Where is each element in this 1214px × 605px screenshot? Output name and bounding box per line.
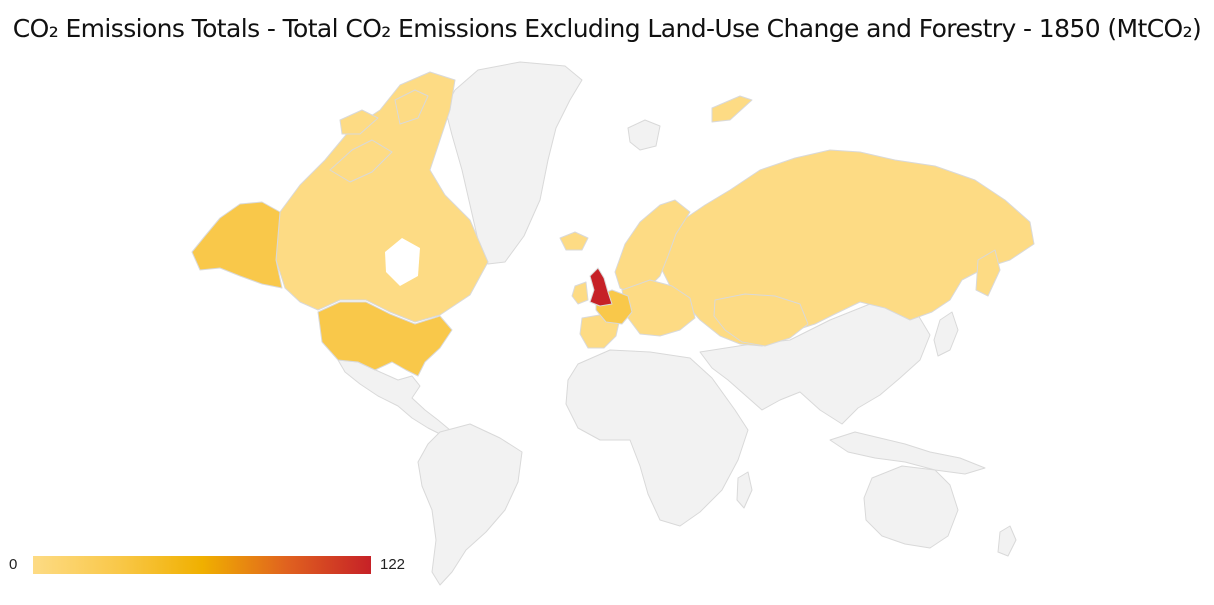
- region-united-kingdom[interactable]: [589, 267, 613, 307]
- legend-max-label: 122: [380, 556, 406, 573]
- region-alaska[interactable]: [191, 201, 283, 289]
- legend-min-label: 0: [9, 556, 18, 573]
- region-australia[interactable]: [863, 465, 959, 549]
- region-mexico-central-america[interactable]: [337, 359, 451, 435]
- region-new-zealand[interactable]: [997, 525, 1017, 557]
- region-novaya-zemlya[interactable]: [711, 95, 753, 123]
- region-southeast-asia-islands[interactable]: [829, 431, 986, 475]
- region-japan[interactable]: [933, 311, 959, 357]
- region-united-states[interactable]: [317, 301, 453, 377]
- region-central-asia[interactable]: [713, 293, 809, 347]
- region-hudson-bay-water: [385, 238, 420, 286]
- region-canada[interactable]: [275, 71, 489, 323]
- region-kamchatka[interactable]: [975, 249, 1001, 297]
- region-svalbard[interactable]: [627, 119, 661, 151]
- region-madagascar[interactable]: [736, 471, 753, 509]
- region-middle-east-asia[interactable]: [699, 299, 931, 425]
- map-title: CO₂ Emissions Totals - Total CO₂ Emissio…: [12, 14, 1202, 43]
- legend-color-scale: [33, 556, 371, 574]
- region-central-europe[interactable]: [621, 279, 696, 337]
- region-ireland[interactable]: [571, 281, 589, 305]
- region-south-america[interactable]: [417, 423, 523, 586]
- region-africa[interactable]: [565, 349, 749, 527]
- region-canadian-arctic-islands[interactable]: [329, 89, 429, 183]
- region-iceland[interactable]: [559, 231, 589, 251]
- region-greenland[interactable]: [444, 61, 583, 265]
